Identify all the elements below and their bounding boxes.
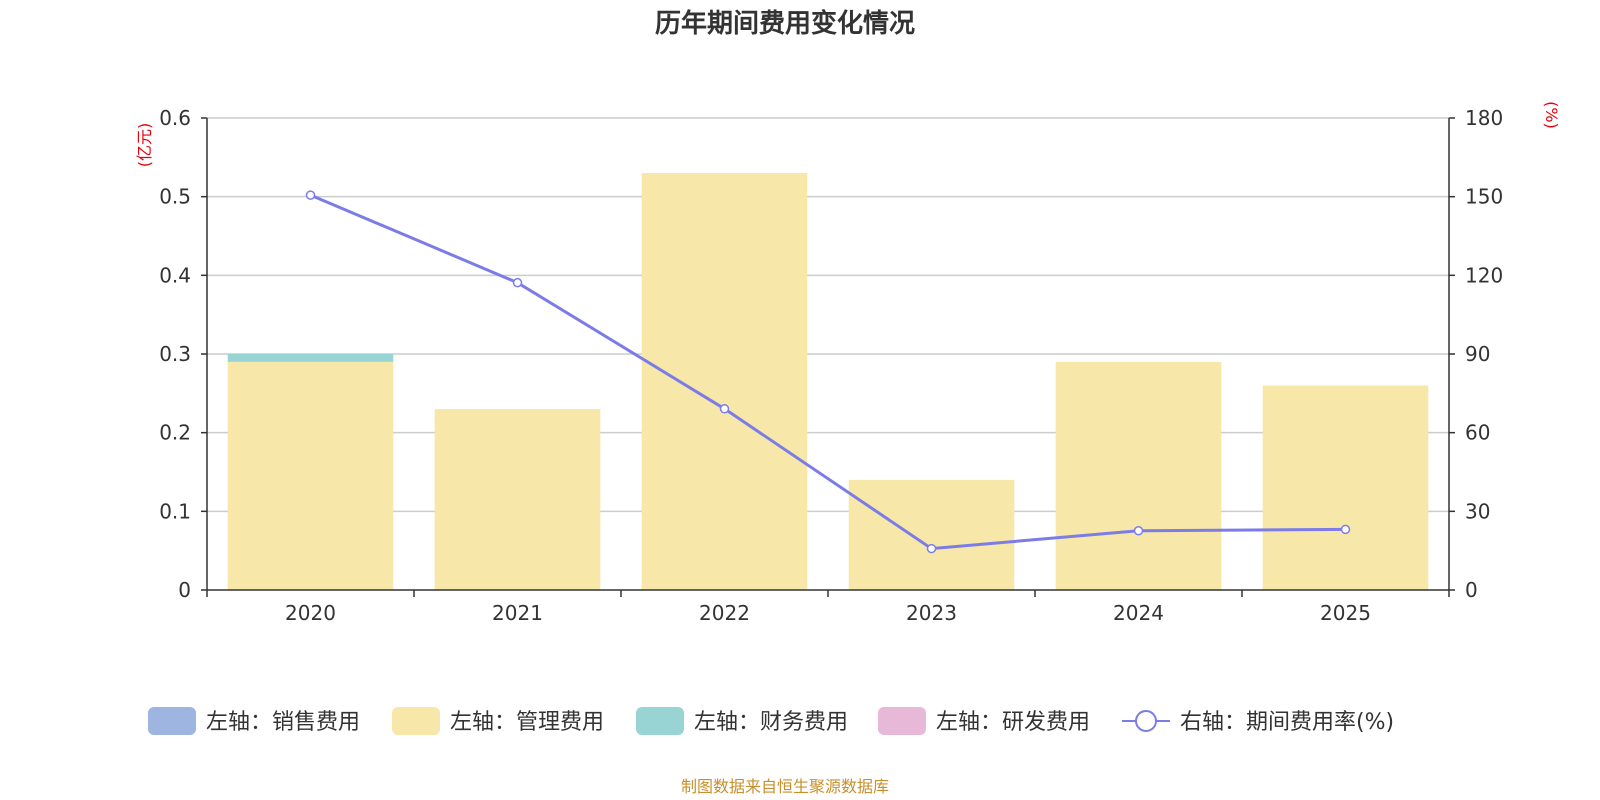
legend-swatch-2 (636, 707, 684, 735)
legend: 左轴：销售费用 左轴：管理费用 左轴：财务费用 左轴：研发费用 右轴：期间费用率(%) (148, 707, 1394, 735)
axes-layer: 0 0.1 0.2 0.3 0.4 0.5 0.6 0 30 60 90 120 150 180 2020 2… (159, 106, 1503, 625)
right-tick-label: 120 (1465, 263, 1503, 287)
expense-ratio-point (305, 190, 316, 200)
expense-ratio-point (512, 277, 523, 288)
bar-2020-左轴：财务费用 (227, 354, 394, 362)
expense-ratio-point (926, 543, 937, 554)
legend-swatch-3 (878, 707, 926, 735)
right-tick-label: 60 (1465, 421, 1490, 445)
x-tick-label: 2025 (1320, 601, 1371, 625)
left-tick-label: 0.4 (159, 263, 191, 287)
x-tick-label: 2023 (906, 601, 957, 625)
right-tick-label: 30 (1465, 499, 1490, 523)
bar-2024-左轴：管理费用 (1055, 361, 1222, 590)
left-axis-unit: (亿元) (135, 123, 154, 168)
expense-ratio-point (1133, 525, 1144, 536)
right-tick-label: 90 (1465, 342, 1490, 366)
bar-2022-左轴：管理费用 (641, 173, 808, 591)
x-tick-label: 2020 (285, 601, 336, 625)
legend-label-1: 左轴：管理费用 (450, 710, 604, 735)
legend-label-2: 左轴：财务费用 (694, 710, 848, 735)
right-tick-label: 150 (1465, 185, 1503, 209)
right-tick-label: 0 (1465, 578, 1478, 602)
legend-label-0: 左轴：销售费用 (206, 710, 360, 735)
legend-label-3: 左轴：研发费用 (936, 710, 1090, 735)
bar-2023-左轴：管理费用 (848, 479, 1015, 590)
x-tick-label: 2022 (699, 601, 750, 625)
expense-ratio-point (719, 404, 730, 414)
line-layer (305, 190, 1351, 554)
left-tick-label: 0.5 (159, 185, 191, 209)
expense-ratio-point (1340, 524, 1351, 535)
right-tick-label: 180 (1465, 106, 1503, 130)
x-tick-label: 2024 (1113, 601, 1164, 625)
legend-swatch-0 (148, 707, 196, 735)
bars-layer (227, 173, 1429, 591)
data-source-note: 制图数据来自恒生聚源数据库 (681, 777, 889, 796)
expense-ratio-line (309, 193, 1346, 551)
left-tick-label: 0.1 (159, 499, 191, 523)
grid-layer (207, 117, 1449, 513)
bar-2021-左轴：管理费用 (434, 409, 601, 590)
left-tick-label: 0.3 (159, 342, 191, 366)
chart-title: 历年期间费用变化情况 (655, 8, 915, 39)
left-tick-label: 0 (178, 578, 191, 602)
x-tick-label: 2021 (492, 601, 543, 625)
right-axis-unit: (%) (1542, 101, 1561, 129)
legend-swatch-1 (392, 707, 440, 735)
bar-2025-左轴：管理费用 (1262, 385, 1429, 590)
left-tick-label: 0.6 (159, 106, 191, 130)
left-tick-label: 0.2 (159, 421, 191, 445)
bar-2020-左轴：管理费用 (227, 361, 394, 590)
legend-marker-swatch (1135, 710, 1157, 732)
legend-label-4: 右轴：期间费用率(%) (1180, 710, 1394, 735)
